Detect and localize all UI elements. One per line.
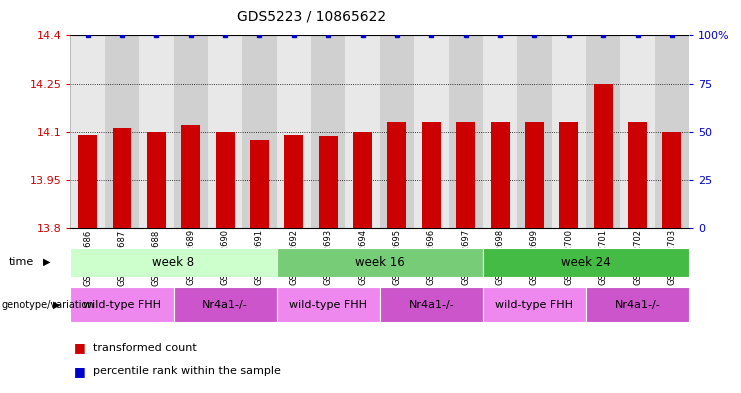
Bar (491, 122, 510, 228)
Bar (113, 129, 131, 228)
Text: percentile rank within the sample: percentile rank within the sample (93, 366, 281, 376)
Bar (483, 248, 689, 277)
Bar (78, 135, 97, 228)
Text: GDS5223 / 10865622: GDS5223 / 10865622 (236, 10, 386, 24)
Bar (319, 136, 338, 228)
Bar (173, 35, 208, 228)
Text: Nr4a1-/-: Nr4a1-/- (615, 299, 660, 310)
Bar (586, 287, 689, 322)
Bar (311, 35, 345, 228)
Bar (525, 122, 544, 228)
Text: wild-type FHH: wild-type FHH (289, 299, 368, 310)
Text: ▶: ▶ (53, 299, 61, 310)
Bar (216, 132, 235, 228)
Bar (276, 287, 379, 322)
Bar (551, 35, 586, 228)
Bar (147, 132, 166, 228)
Bar (345, 35, 379, 228)
Bar (483, 35, 517, 228)
Text: transformed count: transformed count (93, 343, 196, 353)
Bar (483, 287, 586, 322)
Bar (388, 122, 406, 228)
Bar (594, 83, 613, 228)
Bar (276, 248, 483, 277)
Text: week 24: week 24 (561, 256, 611, 269)
Text: week 8: week 8 (153, 256, 195, 269)
Bar (559, 122, 578, 228)
Text: wild-type FHH: wild-type FHH (496, 299, 574, 310)
Bar (448, 35, 483, 228)
Bar (70, 248, 276, 277)
Text: week 16: week 16 (355, 256, 405, 269)
Text: Nr4a1-/-: Nr4a1-/- (408, 299, 454, 310)
Text: genotype/variation: genotype/variation (1, 299, 94, 310)
Bar (380, 35, 414, 228)
Bar (655, 35, 689, 228)
Text: ▶: ▶ (43, 257, 50, 267)
Bar (139, 35, 173, 228)
Bar (380, 287, 483, 322)
Bar (586, 35, 620, 228)
Bar (414, 35, 448, 228)
Bar (628, 122, 647, 228)
Bar (182, 125, 200, 228)
Text: ■: ■ (74, 365, 86, 378)
Bar (242, 35, 276, 228)
Bar (70, 35, 104, 228)
Text: ■: ■ (74, 341, 86, 354)
Bar (250, 140, 269, 228)
Text: time: time (9, 257, 34, 267)
Bar (662, 132, 682, 228)
Bar (70, 287, 173, 322)
Text: wild-type FHH: wild-type FHH (83, 299, 161, 310)
Bar (620, 35, 655, 228)
Text: Nr4a1-/-: Nr4a1-/- (202, 299, 248, 310)
Bar (456, 122, 475, 228)
Bar (208, 35, 242, 228)
Bar (353, 132, 372, 228)
Bar (422, 122, 441, 228)
Bar (285, 135, 303, 228)
Bar (517, 35, 551, 228)
Bar (104, 35, 139, 228)
Bar (173, 287, 276, 322)
Bar (276, 35, 311, 228)
